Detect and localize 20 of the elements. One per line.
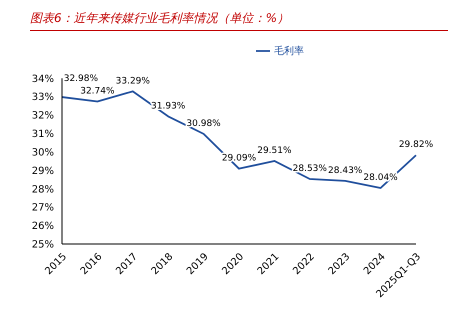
y-tick-label: 30%: [32, 147, 54, 158]
y-tick-label: 34%: [32, 74, 54, 85]
data-label: 32.98%: [64, 74, 98, 84]
y-tick-label: 32%: [32, 110, 54, 122]
y-tick-label: 29%: [32, 166, 54, 177]
y-tick-label: 27%: [32, 202, 54, 214]
data-label: 28.53%: [292, 164, 328, 174]
chart-title: 图表6：近年来传媒行业毛利率情况（单位：%）: [30, 10, 290, 27]
data-label: 32.74%: [80, 86, 115, 96]
data-label: 33.29%: [116, 76, 150, 86]
y-tick-label: 33%: [32, 92, 54, 104]
data-label: 29.82%: [398, 140, 434, 150]
data-label: 28.43%: [328, 166, 363, 176]
data-label: 30.98%: [186, 118, 222, 129]
data-label: 29.51%: [257, 146, 292, 156]
legend-label: 毛利率: [274, 46, 304, 57]
y-tick-label: 26%: [32, 221, 54, 232]
y-tick-label: 28%: [32, 184, 54, 196]
y-tick-label: 25%: [32, 240, 54, 251]
y-tick-label: 31%: [32, 129, 54, 140]
